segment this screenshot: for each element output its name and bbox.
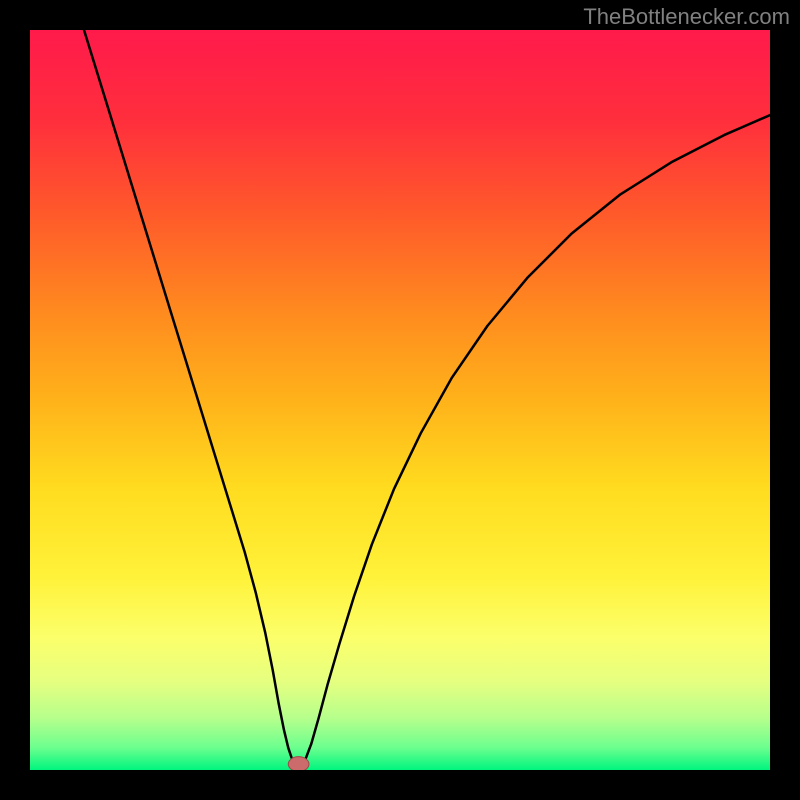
chart-svg [30, 30, 770, 770]
chart-plot-area [30, 30, 770, 770]
optimum-marker [288, 757, 309, 770]
watermark-text: TheBottlenecker.com [583, 4, 790, 30]
chart-background [30, 30, 770, 770]
